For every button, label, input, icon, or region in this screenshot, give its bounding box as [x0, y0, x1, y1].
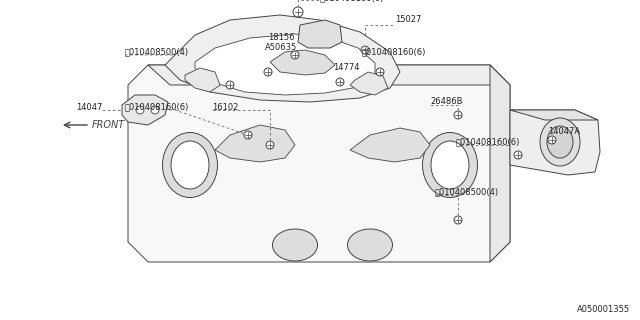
Ellipse shape [540, 118, 580, 166]
Circle shape [361, 46, 369, 54]
Text: 14047: 14047 [76, 102, 102, 111]
Ellipse shape [431, 141, 469, 189]
Polygon shape [490, 65, 510, 262]
Polygon shape [195, 34, 375, 95]
Text: Ⓑ010408160(6): Ⓑ010408160(6) [320, 0, 385, 3]
Text: Ⓑ010408500(4): Ⓑ010408500(4) [125, 47, 189, 57]
Polygon shape [298, 20, 342, 48]
Ellipse shape [171, 141, 209, 189]
Ellipse shape [273, 229, 317, 261]
Ellipse shape [422, 132, 477, 197]
Ellipse shape [163, 132, 218, 197]
Text: FRONT: FRONT [92, 120, 125, 130]
Polygon shape [128, 65, 510, 262]
Circle shape [266, 141, 274, 149]
Circle shape [293, 7, 303, 17]
Circle shape [376, 68, 384, 76]
Text: A050001355: A050001355 [577, 306, 630, 315]
Text: 16102: 16102 [212, 102, 238, 111]
Circle shape [336, 78, 344, 86]
Text: 18156: 18156 [268, 34, 294, 43]
Polygon shape [350, 72, 388, 95]
Ellipse shape [547, 126, 573, 158]
Circle shape [548, 136, 556, 144]
Text: 15027: 15027 [395, 15, 421, 25]
Ellipse shape [136, 106, 144, 114]
Circle shape [226, 81, 234, 89]
Polygon shape [350, 128, 430, 162]
Polygon shape [148, 65, 510, 85]
Text: 26486B: 26486B [430, 98, 463, 107]
Ellipse shape [151, 106, 159, 114]
Polygon shape [510, 110, 598, 120]
Polygon shape [165, 15, 400, 102]
Text: A50635: A50635 [265, 44, 297, 52]
Polygon shape [215, 125, 295, 162]
Text: Ⓑ010408160(6): Ⓑ010408160(6) [362, 47, 426, 57]
Text: 14774: 14774 [333, 63, 360, 73]
Polygon shape [270, 50, 335, 75]
Circle shape [454, 216, 462, 224]
Circle shape [264, 68, 272, 76]
Circle shape [244, 131, 252, 139]
Ellipse shape [348, 229, 392, 261]
Circle shape [291, 51, 299, 59]
Text: Ⓑ010408500(4): Ⓑ010408500(4) [435, 188, 499, 196]
Text: Ⓑ010408160(6): Ⓑ010408160(6) [456, 138, 520, 147]
Circle shape [454, 111, 462, 119]
Text: Ⓑ010408160(6): Ⓑ010408160(6) [125, 102, 189, 111]
Polygon shape [122, 95, 168, 125]
Circle shape [514, 151, 522, 159]
Polygon shape [185, 68, 220, 92]
Polygon shape [510, 110, 600, 175]
Text: 14047A: 14047A [548, 127, 580, 137]
